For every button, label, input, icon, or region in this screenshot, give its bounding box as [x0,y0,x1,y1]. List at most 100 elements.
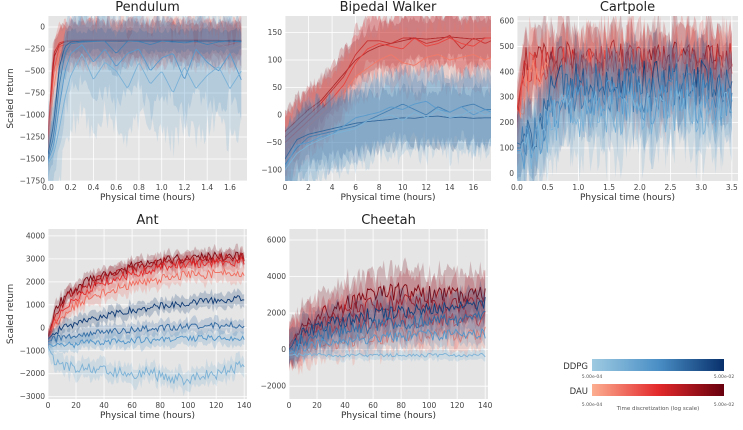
y-tick-label: 2000 [267,309,286,318]
series-line-dau [48,253,245,338]
x-tick-label: 12 [421,183,431,192]
x-tick-label: 0.4 [88,183,100,192]
series-band [517,42,732,181]
x-tick-label: 0 [46,401,51,410]
series-line-dau [289,309,486,350]
series-band [517,36,732,181]
y-tick-label: 4000 [267,272,286,281]
chart-title: Pendulum [115,0,180,15]
series-band [289,293,486,369]
chart-panels: 0.0 0.2 0.4 0.6 0.8 1.0 1.2 1.4 1.60−250−500−750… [6,0,738,421]
y-axis-label: Scaled return [6,284,16,344]
series-band [289,347,486,363]
series-line-ddpg [285,109,491,171]
y-tick-label: 0 [281,345,286,354]
series-line-ddpg [517,89,733,169]
x-tick-label: 0 [283,183,288,192]
y-tick-label: −250 [24,45,45,54]
y-tick-label: 500 [500,42,515,51]
chart-ant: 0 20 40 60 80 100 120 140 −3000 −2000 −1000 0 1000 20… [6,213,252,421]
series-line-dau [285,54,491,149]
x-tick-label: 140 [237,401,252,410]
series-band [289,276,486,368]
series-line-dau [48,39,242,138]
x-tick-label: 3.0 [695,183,707,192]
series-layer [517,16,733,181]
series-band [285,61,491,181]
y-tick-label: 300 [500,93,515,102]
x-axis-label: Physical time (hours) [100,411,195,421]
x-tick-label: 1.0 [156,183,168,192]
y-tick-label: −2000 [261,382,287,391]
series-line-ddpg [517,67,733,157]
y-tick-label: 400 [500,67,515,76]
series-band [285,16,491,181]
y-tick-label: 0 [277,111,282,120]
x-tick-label: 0.8 [133,183,145,192]
y-tick-label: 0 [40,323,45,332]
x-tick-label: 1.6 [224,183,236,192]
series-band [48,16,242,173]
series-band [48,16,242,181]
series-line-ddpg [48,346,245,386]
ddpg-colorbar-max: 5.00e-02 [714,374,735,380]
series-line-ddpg [285,100,491,168]
x-tick-label: 100 [181,401,196,410]
chart-pendulum: 0.0 0.2 0.4 0.6 0.8 1.0 1.2 1.4 1.6 0 −250 −500 −750… [6,0,247,203]
y-tick-label: −1000 [20,346,46,355]
series-line-ddpg [48,40,242,155]
y-tick-label: −2000 [20,369,46,378]
series-line-dau [289,293,486,349]
x-tick-label: 8 [377,183,382,192]
series-band [285,63,491,181]
x-tick-label: 80 [155,401,165,410]
series-layer [285,16,491,181]
dau-colorbar-max: 5.00e-02 [714,402,735,408]
x-tick-label: 120 [209,401,224,410]
series-line-ddpg [48,40,242,160]
chart-title: Cheetah [361,213,416,228]
dau-colorbar [592,384,724,396]
y-tick-label: −50 [266,138,282,147]
series-line-dau [285,37,491,143]
chart-bipedal-walker: 0 2 4 6 8 10 12 14 16 −100 −50 0 50 100 150 Bipedal Wal… [261,0,491,203]
series-band [289,315,486,370]
y-tick-label: 150 [268,28,283,37]
x-tick-label: 40 [340,401,350,410]
x-tick-label: 0.2 [65,183,77,192]
series-band [48,19,242,161]
x-tick-label: 100 [422,401,437,410]
series-band [285,81,491,181]
x-tick-label: 0.6 [110,183,122,192]
series-line-dau [289,326,486,358]
chart-title: Ant [136,213,158,228]
series-line-ddpg [517,79,733,170]
series-band [48,16,242,173]
x-tick-label: 14 [445,183,455,192]
chart-cartpole: 0.0 0.5 1.0 1.5 2.0 2.5 3.0 3.5 0 100 200 300 400 500… [500,0,738,203]
series-layer [289,257,486,376]
y-tick-label: 100 [500,144,515,153]
series-line-ddpg [48,53,242,164]
x-tick-label: 1.2 [178,183,190,192]
series-line-ddpg [289,328,486,357]
series-band [48,314,245,349]
y-tick-label: 4000 [26,231,45,240]
series-band [48,246,245,343]
y-tick-label: 1000 [26,300,45,309]
series-band [285,16,491,176]
x-tick-label: 60 [127,401,137,410]
series-line-dau [517,39,733,123]
y-tick-label: 3000 [26,254,45,263]
x-axis-label: Physical time (hours) [341,193,436,203]
x-tick-label: 60 [368,401,378,410]
colorbar-legend: DDPG 5.00e-04 5.00e-02 DAU 5.00e-04 5.00… [563,359,734,412]
x-tick-label: 2.0 [634,183,646,192]
x-tick-label: 16 [469,183,479,192]
y-tick-label: −1000 [20,111,46,120]
y-tick-label: 600 [500,17,515,26]
series-layer [48,16,242,181]
legend-ddpg-label: DDPG [563,362,588,372]
x-axis-label: Physical time (hours) [100,193,195,203]
dau-colorbar-min: 5.00e-04 [582,402,603,408]
